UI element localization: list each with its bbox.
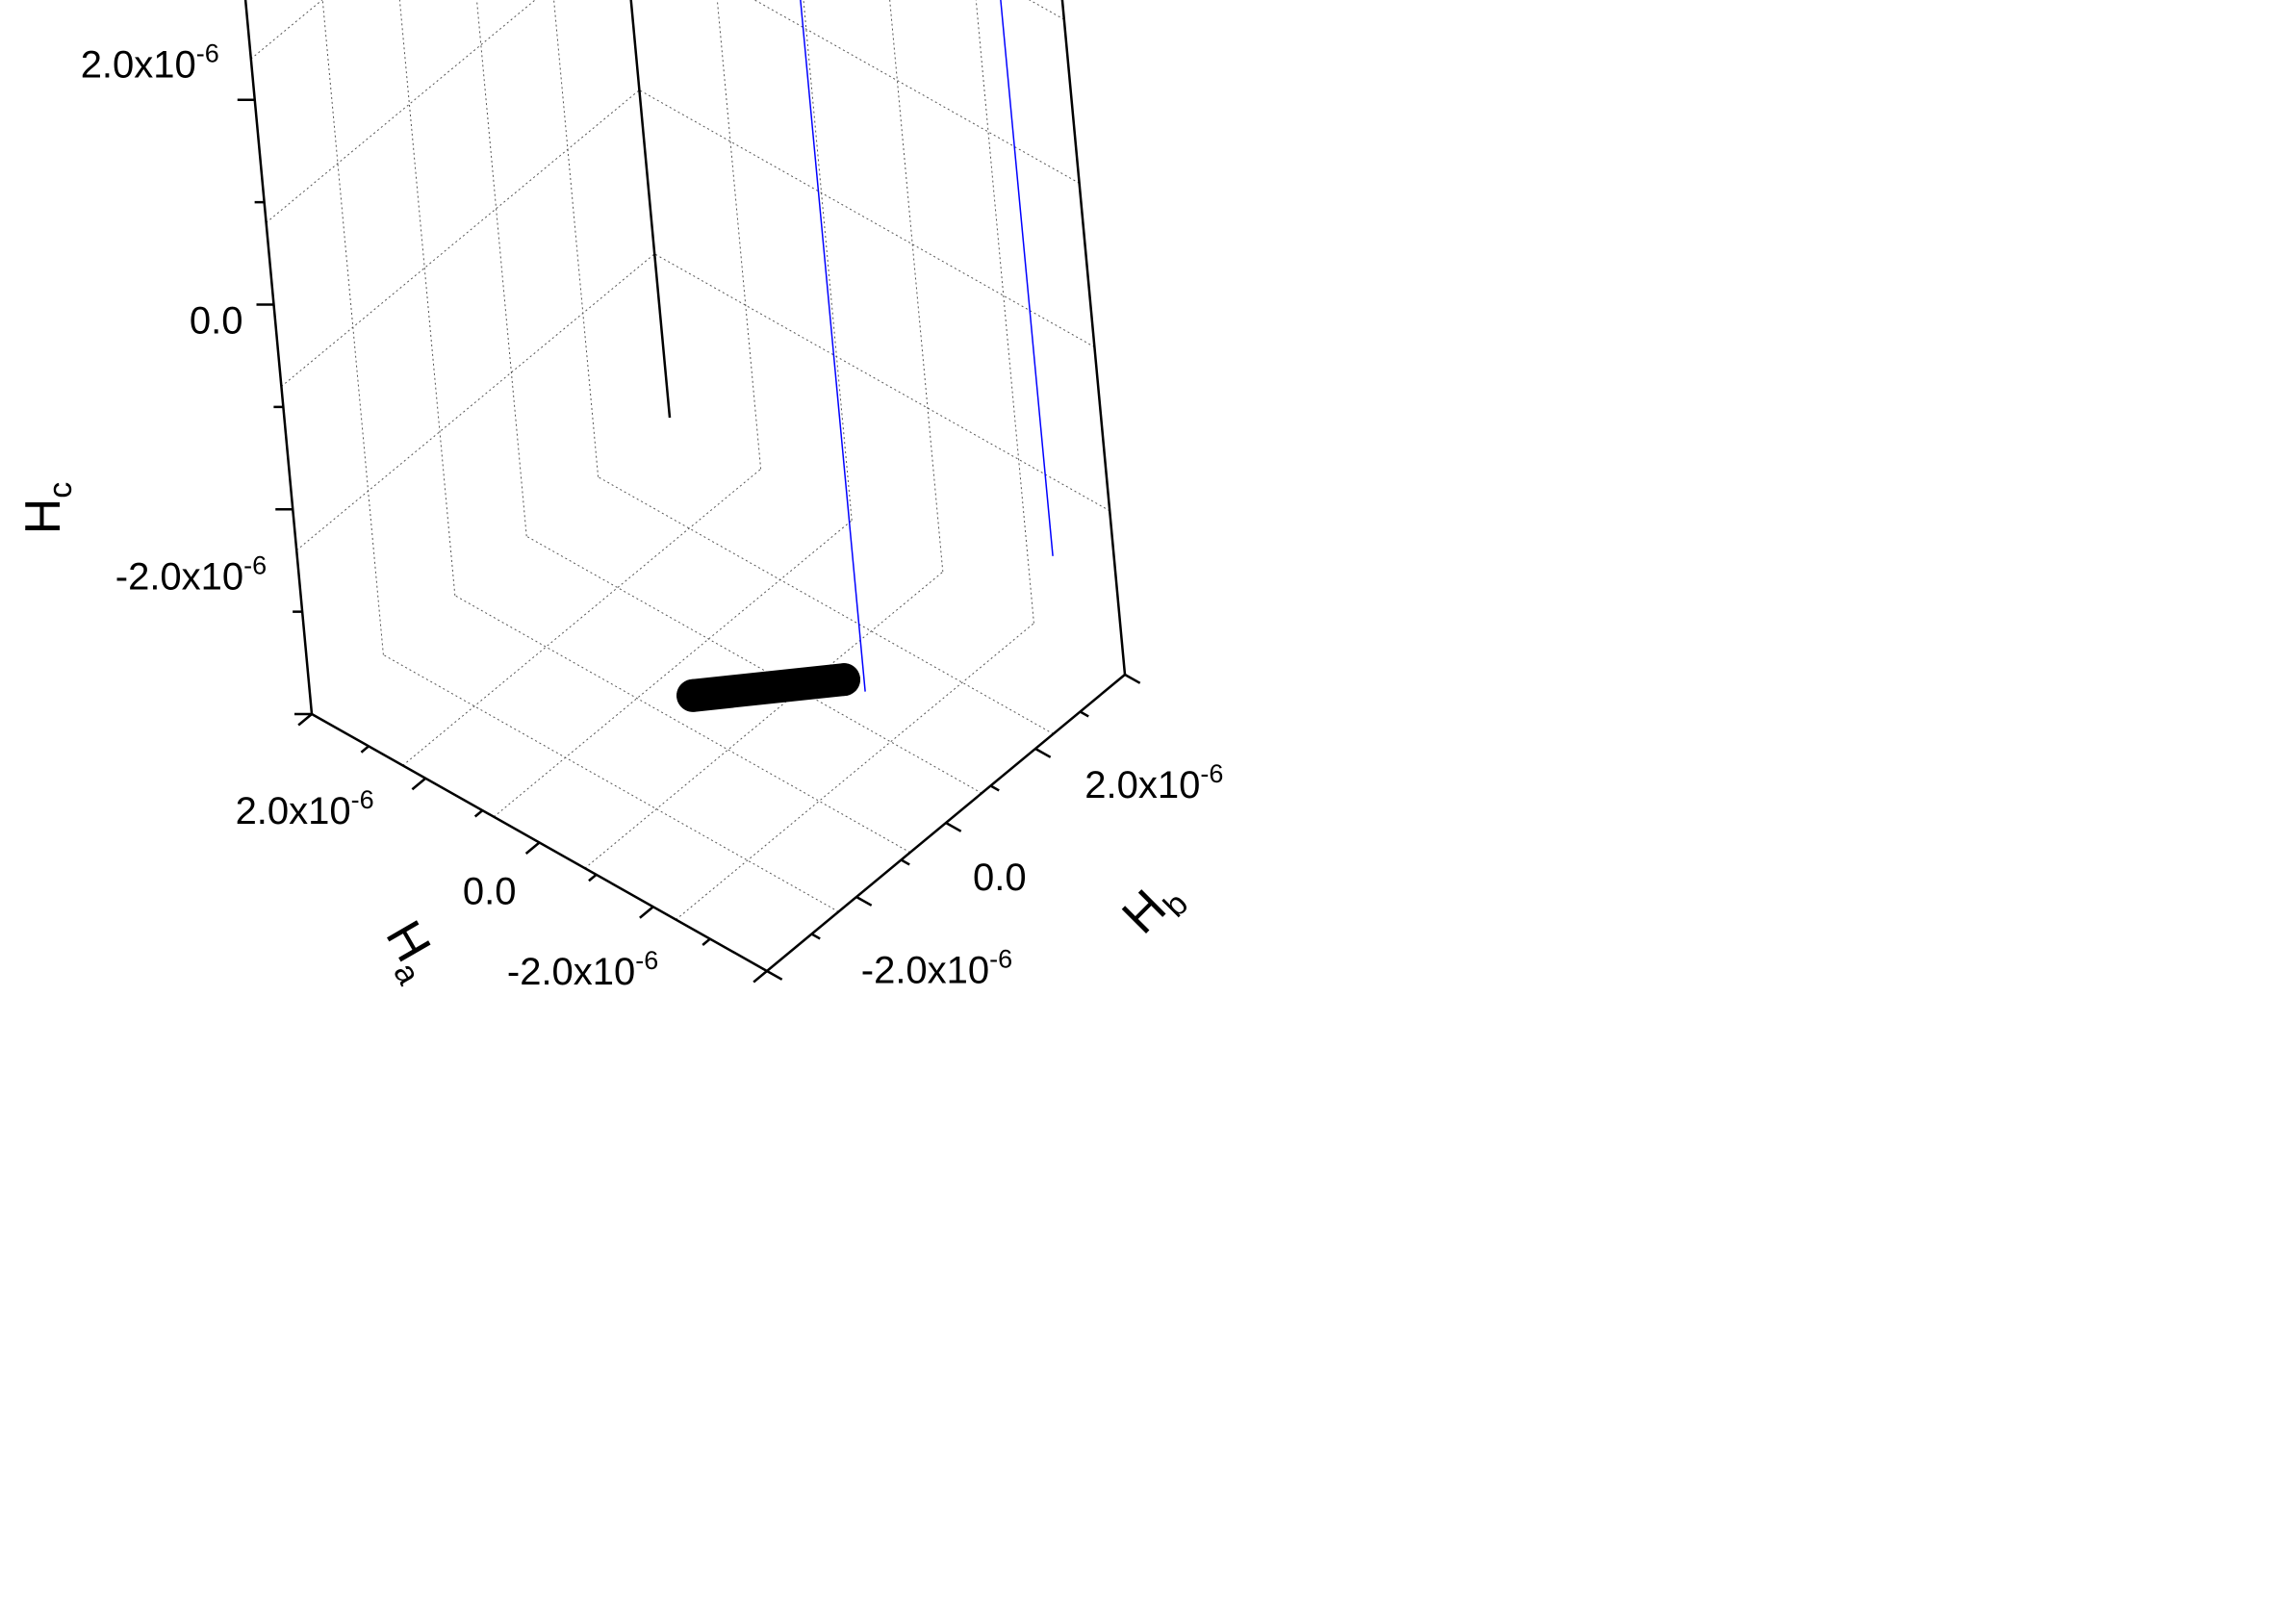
chart-3d-scatter: -2.0x10-6 0.0 2.0x10-6 -2.0x10-6 0.0 2.0x10-6…	[15, 0, 1223, 993]
floor-gridline	[598, 476, 1054, 735]
axis-tick-a	[297, 713, 313, 727]
tick-label-b: 2.0x10-6	[1084, 759, 1223, 806]
axis-tick-b	[1034, 747, 1052, 758]
axis-title-b: Hb	[1112, 867, 1196, 951]
tick-label-b: -2.0x10-6	[861, 944, 1012, 991]
tick-label-c: 0.0	[190, 300, 243, 343]
axis-tick-b	[900, 858, 910, 866]
floor-gridline	[454, 595, 911, 854]
wall-gridline	[266, 0, 536, 223]
axis-title-a-text: Ha	[369, 912, 450, 991]
axis-line-c	[243, 0, 314, 715]
wall-gridline	[753, 0, 1080, 184]
data-layer	[676, 0, 1054, 712]
tick-label-c: 2.0x10-6	[81, 39, 219, 87]
floor-gridline	[676, 623, 1034, 920]
axis-tick-a	[588, 873, 598, 882]
wall-gridline	[295, 253, 655, 551]
wall-gridline	[281, 90, 640, 387]
axis-tick-b	[989, 784, 1000, 792]
axis-tick-a	[639, 906, 654, 919]
axis-tick-b	[766, 969, 783, 981]
wall-gridline	[321, 0, 384, 655]
drop-line	[800, 0, 866, 692]
floor-gridline	[402, 469, 761, 766]
data-point-s1-0	[676, 678, 710, 712]
floor-gridline	[383, 653, 839, 912]
axis-tick-b	[810, 933, 821, 940]
wall-gridline	[1028, 0, 1065, 20]
drop-line	[1000, 0, 1054, 556]
label-layer: -2.0x10-6 0.0 2.0x10-6 -2.0x10-6 0.0 2.0x10-6…	[15, 39, 1223, 993]
axis-tick-b	[945, 821, 962, 832]
wall-gridline	[716, 0, 762, 470]
wall-gridline	[553, 0, 600, 477]
axis-title-c: Hc	[15, 482, 79, 535]
axis-tick-a	[360, 745, 370, 754]
wall-gridline	[398, 0, 456, 596]
axes-frame	[237, 0, 1141, 984]
tick-label-b: 0.0	[973, 857, 1027, 899]
axis-tick-a	[473, 809, 484, 818]
wall-gridline	[889, 0, 944, 573]
axis-tick-a	[411, 777, 427, 791]
tick-label-c: -2.0x10-6	[115, 550, 267, 598]
frame-edge	[629, 0, 672, 419]
floor-gridline	[584, 571, 944, 869]
floor-gridline	[525, 535, 982, 794]
floor-gridline	[493, 520, 853, 818]
tick-label-a: 0.0	[463, 871, 517, 913]
wall-gridline	[975, 0, 1034, 624]
wall-gridline	[653, 253, 1110, 512]
axis-title-a: Ha	[369, 912, 450, 991]
tick-label-a: 2.0x10-6	[236, 785, 374, 832]
axis-title-b-text: Hb	[1112, 867, 1196, 951]
wall-gridline	[475, 0, 527, 537]
axis-tick-a	[753, 970, 768, 984]
data-point-s1-1	[827, 663, 860, 697]
data-band-series-1	[676, 663, 860, 712]
frame-edge	[1060, 0, 1127, 676]
axis-tick-b	[1124, 673, 1141, 684]
axis-tick-a	[702, 937, 711, 946]
axis-tick-b	[855, 895, 873, 907]
axis-title-c-text: Hc	[15, 482, 79, 535]
wall-gridline	[803, 0, 853, 521]
tick-label-a: -2.0x10-6	[507, 946, 658, 993]
axis-tick-b	[1079, 710, 1089, 718]
axis-tick-a	[524, 841, 541, 855]
grid-layer	[250, 0, 1110, 920]
wall-gridline	[250, 0, 323, 60]
wall-gridline	[639, 90, 1095, 348]
